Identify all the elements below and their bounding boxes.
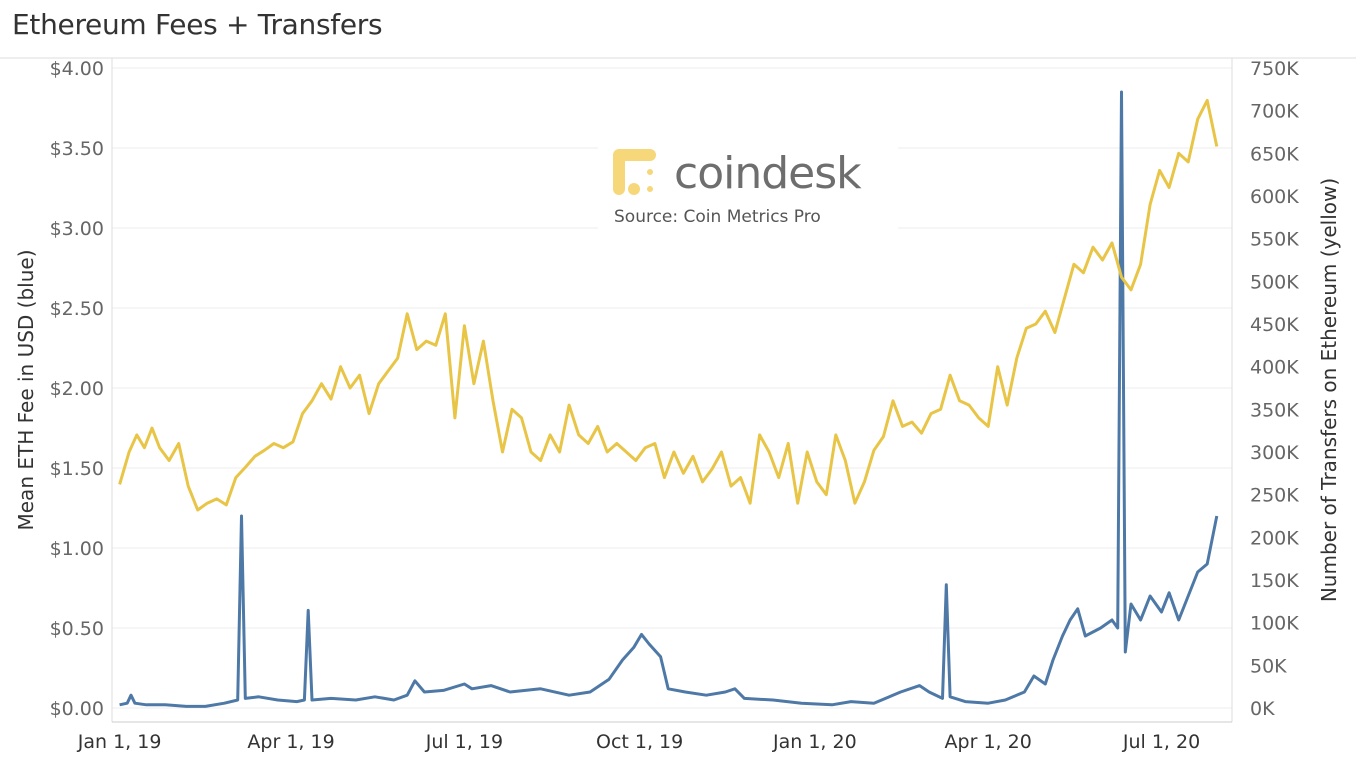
coindesk-watermark: coindesk Source: Coin Metrics Pro (598, 140, 898, 232)
x-tick-label: Apr 1, 20 (945, 731, 1032, 753)
right-tick-label: 450K (1250, 314, 1299, 336)
x-tick-label: Jan 1, 19 (77, 731, 162, 753)
right-tick-label: 500K (1250, 271, 1299, 293)
x-tick-label: Oct 1, 19 (596, 731, 683, 753)
left-axis-label: Mean ETH Fee in USD (blue) (14, 250, 38, 531)
right-tick-label: 150K (1250, 570, 1299, 592)
right-tick-label: 300K (1250, 442, 1299, 464)
right-tick-label: 250K (1250, 485, 1299, 507)
left-tick-label: $1.00 (50, 538, 104, 560)
chart-title: Ethereum Fees + Transfers (12, 8, 383, 41)
coindesk-logo-icon (613, 149, 656, 195)
coindesk-wordmark: coindesk (674, 148, 862, 199)
left-axis-ticks: $0.00 $0.50 $1.00 $1.50 $2.00 $2.50 $3.00 $3.50… (50, 58, 104, 720)
right-tick-label: 200K (1250, 527, 1299, 549)
right-tick-label: 50K (1250, 655, 1287, 677)
x-tick-label: Jul 1, 19 (425, 731, 503, 753)
left-tick-label: $2.00 (50, 378, 104, 400)
left-tick-label: $3.00 (50, 218, 104, 240)
right-tick-label: 750K (1250, 58, 1299, 80)
x-tick-label: Jan 1, 20 (772, 731, 857, 753)
right-tick-label: 700K (1250, 101, 1299, 123)
left-tick-label: $1.50 (50, 458, 104, 480)
right-tick-label: 0K (1250, 698, 1275, 720)
x-tick-label: Jul 1, 20 (1122, 731, 1200, 753)
right-tick-label: 550K (1250, 229, 1299, 251)
left-tick-label: $2.50 (50, 298, 104, 320)
grid-lines (112, 67, 1232, 709)
series-line-fee (119, 90, 1219, 708)
left-tick-label: $3.50 (50, 138, 104, 160)
left-tick-label: $0.50 (50, 618, 104, 640)
x-axis-ticks: Jan 1, 19 Apr 1, 19 Jul 1, 19 Oct 1, 19 Jan … (77, 731, 1200, 753)
left-tick-label: $4.00 (50, 58, 104, 80)
right-tick-label: 400K (1250, 357, 1299, 379)
right-axis-label: Number of Transfers on Ethereum (yellow) (1317, 178, 1341, 602)
right-tick-label: 100K (1250, 613, 1299, 635)
right-tick-label: 350K (1250, 399, 1299, 421)
series-line-transfers (118, 98, 1219, 512)
right-tick-label: 650K (1250, 143, 1299, 165)
right-tick-label: 600K (1250, 186, 1299, 208)
left-tick-label: $0.00 (50, 698, 104, 720)
x-tick-label: Apr 1, 19 (247, 731, 334, 753)
right-axis-ticks: 0K 50K 100K 150K 200K 250K 300K 350K 400K 450K 500… (1250, 58, 1299, 720)
source-note: Source: Coin Metrics Pro (614, 207, 821, 227)
